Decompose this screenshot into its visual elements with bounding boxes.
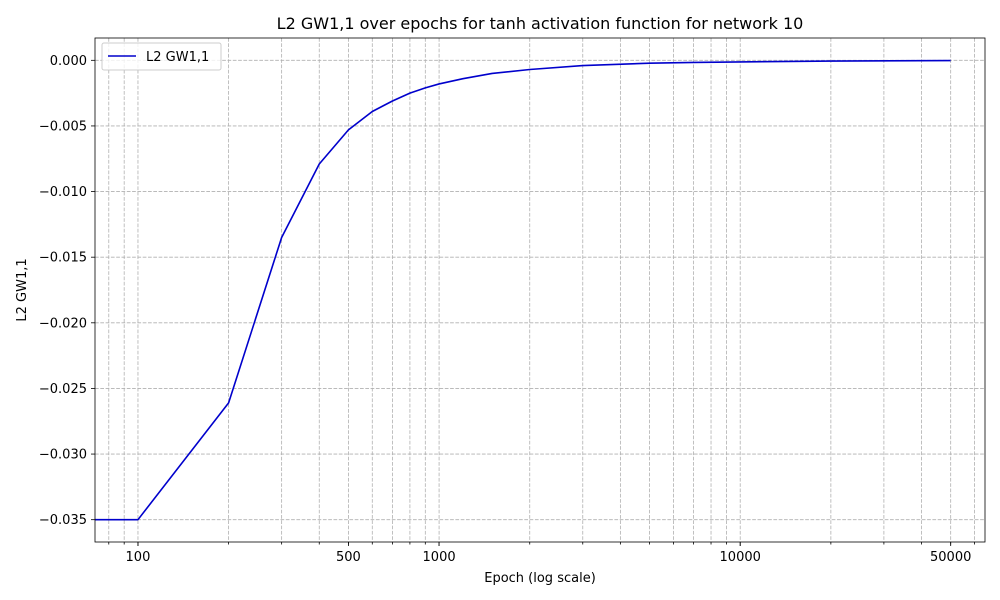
y-tick-label: −0.010 [39, 185, 87, 200]
x-tick-label: 100 [126, 550, 151, 565]
y-tick-label: 0.000 [50, 54, 87, 69]
x-tick-label: 500 [336, 550, 361, 565]
x-tick-label: 50000 [930, 550, 971, 565]
x-tick-label: 10000 [720, 550, 761, 565]
y-tick-label: −0.020 [39, 316, 87, 331]
y-tick-label: −0.035 [39, 513, 87, 528]
plot-frame [94, 37, 986, 543]
y-tick-label: −0.025 [39, 382, 87, 397]
series-line-L2-GW11 [95, 59, 951, 521]
x-tick-label: 1000 [423, 550, 456, 565]
y-tick-label: −0.015 [39, 251, 87, 266]
grid [95, 38, 985, 542]
axis-ticks: 100 500 1000 10000 50000 0.000 −0.005 −0.010 −0.… [39, 54, 975, 565]
legend-label: L2 GW1,1 [146, 50, 209, 65]
series-layer [95, 59, 951, 521]
legend: L2 GW1,1 [101, 42, 222, 71]
y-axis-label: L2 GW1,1 [15, 258, 30, 321]
y-tick-label: −0.005 [39, 119, 87, 134]
y-tick-label: −0.030 [39, 448, 87, 463]
chart-title: L2 GW1,1 over epochs for tanh activation… [277, 14, 804, 33]
x-axis-label: Epoch (log scale) [484, 571, 596, 586]
legend-box [101, 42, 222, 71]
